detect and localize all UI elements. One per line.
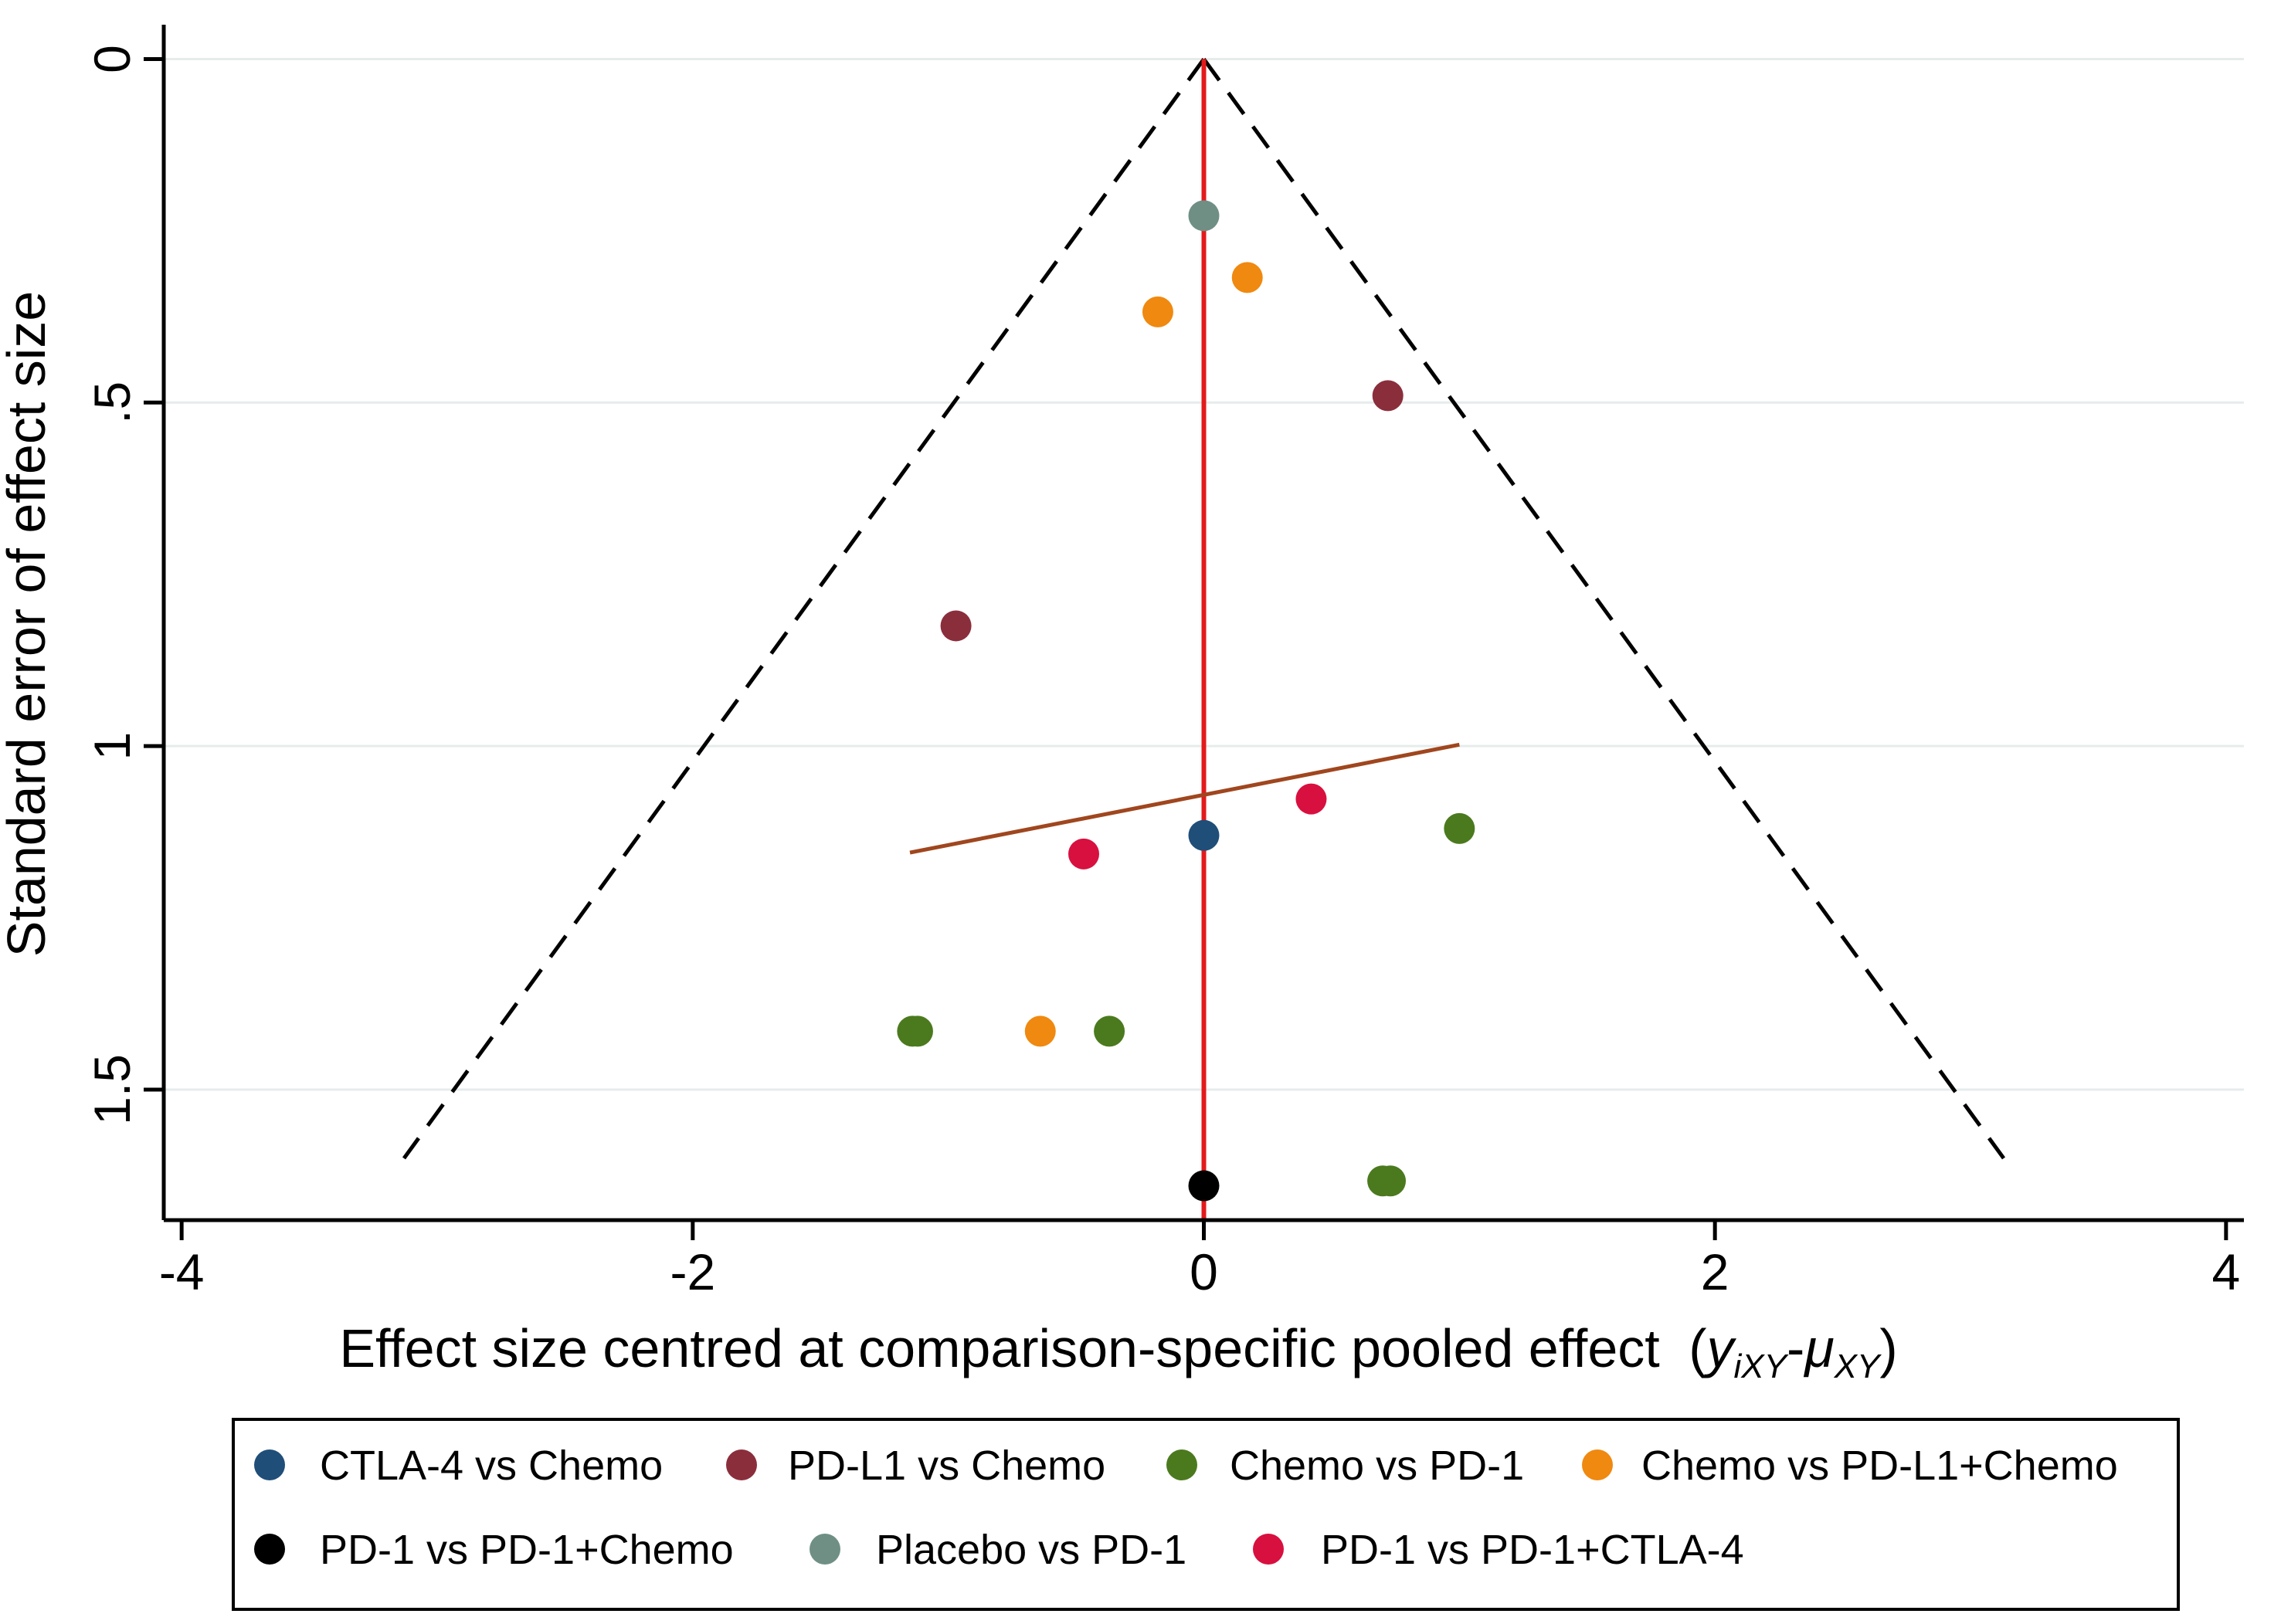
legend-marker — [1253, 1534, 1284, 1565]
x-axis-title-text: Effect size centred at comparison-specif… — [339, 1318, 1659, 1378]
data-point — [1024, 1015, 1056, 1047]
data-point — [1188, 819, 1220, 851]
data-point — [901, 1015, 933, 1047]
legend-label: Placebo vs PD-1 — [876, 1527, 1186, 1573]
y-axis-title: Standard error of effect size — [0, 291, 56, 958]
legend-marker — [1166, 1449, 1197, 1480]
x-tick-label: 0 — [1190, 1243, 1218, 1300]
legend-label: CTLA-4 vs Chemo — [320, 1443, 663, 1489]
data-point — [1444, 812, 1475, 844]
y-tick-label: .5 — [83, 381, 141, 424]
legend-label: PD-L1 vs Chemo — [788, 1443, 1105, 1489]
legend-box — [232, 1418, 2180, 1611]
x-tick-label: 2 — [1701, 1243, 1729, 1300]
data-point — [1188, 1170, 1220, 1202]
y-tick-label: 1.5 — [83, 1054, 141, 1125]
data-point — [1231, 262, 1263, 293]
data-point — [1094, 1015, 1125, 1047]
x-axis-title-mu-subscript: XY — [1834, 1348, 1882, 1385]
y-tick-label: 1 — [83, 732, 141, 761]
reference-lines — [909, 59, 1460, 1220]
data-point — [1068, 838, 1100, 870]
y-tick-label: 0 — [83, 45, 141, 73]
data-point — [1295, 783, 1327, 815]
x-axis-title-mu: μ — [1803, 1318, 1834, 1378]
data-points — [897, 200, 1475, 1202]
data-point — [1375, 1165, 1407, 1197]
legend-marker — [254, 1534, 285, 1565]
x-axis-title-minus: - — [1787, 1318, 1804, 1378]
regression-line — [909, 742, 1460, 855]
data-point — [1372, 380, 1404, 412]
x-axis-title: Effect size centred at comparison-specif… — [339, 1318, 1897, 1385]
legend-marker — [254, 1449, 285, 1480]
data-point — [940, 610, 972, 642]
x-tick-label: -4 — [159, 1243, 205, 1300]
x-axis-title-open-paren: ( — [1689, 1318, 1706, 1378]
x-tick-label: 4 — [2211, 1243, 2240, 1300]
legend-marker — [726, 1449, 757, 1480]
legend-label: Chemo vs PD-1 — [1230, 1443, 1524, 1489]
data-point — [1188, 200, 1220, 232]
x-axis-title-y: y — [1704, 1318, 1737, 1378]
funnel-limits — [402, 58, 2006, 1160]
funnel-left-limit — [402, 58, 1206, 1160]
legend-label: Chemo vs PD-L1+Chemo — [1641, 1443, 2118, 1489]
legend: CTLA-4 vs Chemo PD-L1 vs Chemo Chemo vs PD… — [232, 1418, 2180, 1611]
x-tick-label: -2 — [670, 1243, 715, 1300]
x-axis-title-close-paren: ) — [1879, 1318, 1897, 1378]
funnel-right-limit — [1202, 58, 2006, 1160]
legend-label: PD-1 vs PD-1+CTLA-4 — [1321, 1527, 1744, 1573]
legend-marker — [1582, 1449, 1613, 1480]
data-point — [1142, 296, 1173, 327]
x-axis-title-y-subscript: iXY — [1734, 1348, 1789, 1385]
legend-marker — [810, 1534, 840, 1565]
axes: -4 -2 0 2 4 0 .5 1 1.5 — [83, 25, 2244, 1300]
legend-label: PD-1 vs PD-1+Chemo — [320, 1527, 734, 1573]
